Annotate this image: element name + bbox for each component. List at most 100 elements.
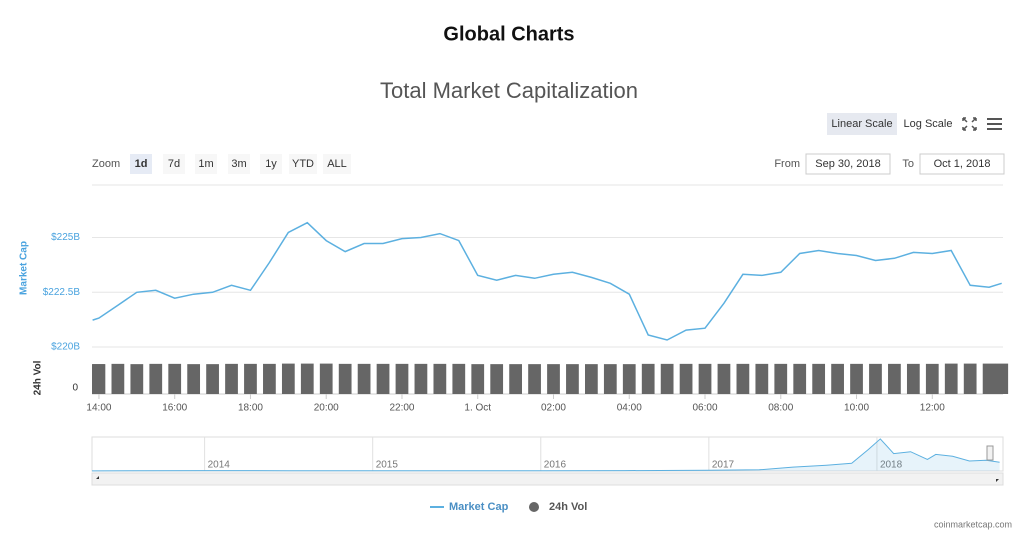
volume-bar: [679, 363, 693, 394]
zoom-button-label[interactable]: 1y: [265, 158, 277, 170]
x-tick-label: 12:00: [920, 403, 945, 414]
zoom-button[interactable]: [228, 154, 250, 174]
navigator-tick-label: 2018: [880, 460, 903, 471]
legend-label[interactable]: 24h Vol: [549, 501, 587, 513]
volume-bar: [566, 364, 579, 394]
volume-bar: [490, 364, 504, 394]
zoom-label: Zoom: [92, 158, 120, 170]
market-cap-line: [92, 221, 1002, 341]
from-input[interactable]: [805, 153, 891, 175]
volume-bar: [982, 363, 996, 394]
volume-bar: [585, 364, 598, 394]
volume-bar: [547, 364, 560, 394]
fullscreen-icon[interactable]: [962, 117, 977, 131]
navigator-tick-label: 2015: [376, 460, 399, 471]
volume-bar: [528, 364, 541, 394]
volume-bar: [471, 364, 485, 394]
zoom-button-label[interactable]: YTD: [292, 158, 314, 170]
x-tick-label: 16:00: [162, 403, 187, 414]
volume-bar: [869, 363, 882, 394]
volume-bar: [168, 363, 182, 394]
volume-bar: [376, 363, 390, 394]
zoom-button[interactable]: [289, 154, 317, 174]
zoom-button-label[interactable]: ALL: [327, 158, 347, 170]
volume-bar: [717, 363, 731, 394]
x-tick-label: 02:00: [541, 403, 566, 414]
volume-bar: [603, 364, 617, 394]
navigator-line: [91, 438, 1000, 472]
legend-label[interactable]: Market Cap: [449, 501, 509, 513]
volume-bar: [187, 364, 201, 394]
zoom-button[interactable]: [323, 154, 351, 174]
volume-bar: [755, 363, 769, 394]
zoom-button-label[interactable]: 1m: [198, 158, 213, 170]
volume-bar: [963, 363, 977, 394]
volume-bar: [92, 364, 106, 394]
y2-axis-title: 24h Vol: [33, 360, 44, 395]
y-axis-title: Market Cap: [19, 241, 30, 295]
volume-bar: [622, 364, 636, 394]
zoom-button[interactable]: [260, 154, 282, 174]
volume-bar: [995, 363, 1009, 394]
legend-symbol[interactable]: [529, 502, 539, 512]
navigator-tick-label: 2016: [544, 460, 567, 471]
from-date[interactable]: Sep 30, 2018: [815, 158, 880, 170]
x-tick-label: 06:00: [692, 403, 717, 414]
volume-bar: [944, 363, 958, 394]
page-title: Global Charts: [443, 23, 574, 45]
zoom-button-label[interactable]: 7d: [168, 158, 180, 170]
scrollbar[interactable]: [91, 472, 1004, 486]
scale-button[interactable]: Linear Scale: [831, 118, 892, 130]
x-tick-label: 14:00: [86, 403, 111, 414]
zoom-button[interactable]: [130, 154, 152, 174]
to-input[interactable]: [919, 153, 1005, 175]
x-tick-label: 18:00: [238, 403, 263, 414]
navigator-tick-label: 2017: [712, 460, 735, 471]
x-tick-label: 10:00: [844, 403, 869, 414]
credit: coinmarketcap.com: [934, 519, 1012, 529]
volume-bar: [414, 363, 428, 394]
y-tick-label: $222.5B: [43, 287, 81, 298]
navigator-area: [92, 438, 1000, 471]
volume-bar: [812, 363, 826, 394]
x-tick-label: 22:00: [389, 403, 414, 414]
volume-bar: [433, 363, 447, 394]
to-date[interactable]: Oct 1, 2018: [934, 158, 991, 170]
volume-bar: [660, 363, 674, 394]
volume-bar: [206, 364, 219, 394]
volume-bar: [641, 363, 655, 394]
chart-title: Total Market Capitalization: [380, 78, 638, 103]
zoom-button-label[interactable]: 3m: [231, 158, 246, 170]
volume-bar: [452, 363, 466, 394]
volume-bar: [906, 363, 920, 394]
y-tick-label: $220B: [51, 342, 80, 353]
volume-bar: [281, 363, 295, 394]
menu-icon[interactable]: [987, 118, 1002, 130]
volume-bar: [395, 363, 409, 394]
navigator-handle[interactable]: [986, 445, 994, 461]
y-tick-label: $225B: [51, 232, 80, 243]
volume-bar: [888, 363, 901, 394]
zoom-button[interactable]: [163, 154, 185, 174]
volume-bar: [774, 363, 788, 394]
volume-bar: [130, 364, 144, 394]
volume-bar: [925, 363, 939, 394]
volume-bar: [831, 363, 844, 394]
volume-bar: [149, 363, 163, 394]
zoom-button-label[interactable]: 1d: [135, 158, 148, 170]
from-label: From: [774, 158, 800, 170]
y2-tick-label: 0: [72, 383, 78, 394]
scale-button[interactable]: Log Scale: [904, 118, 953, 130]
volume-bar: [263, 363, 276, 394]
x-tick-label: 1. Oct: [464, 403, 491, 414]
x-tick-label: 04:00: [617, 403, 642, 414]
volume-bar: [736, 363, 750, 394]
x-tick-label: 08:00: [768, 403, 793, 414]
zoom-button[interactable]: [195, 154, 217, 174]
volume-bar: [225, 363, 238, 394]
to-label: To: [902, 158, 914, 170]
volume-bar: [244, 363, 257, 394]
linear-scale-button-bg[interactable]: [827, 113, 897, 135]
volume-bar: [300, 363, 314, 394]
